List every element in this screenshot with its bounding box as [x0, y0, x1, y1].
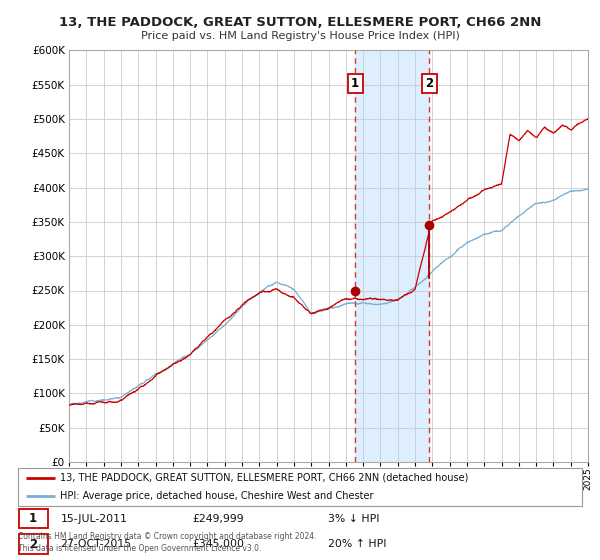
Text: £249,999: £249,999: [193, 514, 244, 524]
Text: 13, THE PADDOCK, GREAT SUTTON, ELLESMERE PORT, CH66 2NN (detached house): 13, THE PADDOCK, GREAT SUTTON, ELLESMERE…: [60, 473, 469, 483]
Text: 20% ↑ HPI: 20% ↑ HPI: [328, 539, 387, 549]
FancyBboxPatch shape: [19, 508, 49, 529]
Text: 15-JUL-2011: 15-JUL-2011: [60, 514, 127, 524]
Text: 13, THE PADDOCK, GREAT SUTTON, ELLESMERE PORT, CH66 2NN: 13, THE PADDOCK, GREAT SUTTON, ELLESMERE…: [59, 16, 541, 29]
Text: Contains HM Land Registry data © Crown copyright and database right 2024.
This d: Contains HM Land Registry data © Crown c…: [18, 533, 317, 553]
Bar: [355, 50, 430, 462]
Text: 3% ↓ HPI: 3% ↓ HPI: [328, 514, 380, 524]
FancyBboxPatch shape: [18, 468, 582, 506]
Text: 2: 2: [425, 77, 433, 90]
Text: 1: 1: [29, 512, 37, 525]
Text: 1: 1: [351, 77, 359, 90]
FancyBboxPatch shape: [19, 534, 49, 554]
Text: 27-OCT-2015: 27-OCT-2015: [60, 539, 131, 549]
Text: Price paid vs. HM Land Registry's House Price Index (HPI): Price paid vs. HM Land Registry's House …: [140, 31, 460, 41]
Text: HPI: Average price, detached house, Cheshire West and Chester: HPI: Average price, detached house, Ches…: [60, 491, 374, 501]
Text: 2: 2: [29, 538, 37, 551]
Text: £345,000: £345,000: [193, 539, 245, 549]
